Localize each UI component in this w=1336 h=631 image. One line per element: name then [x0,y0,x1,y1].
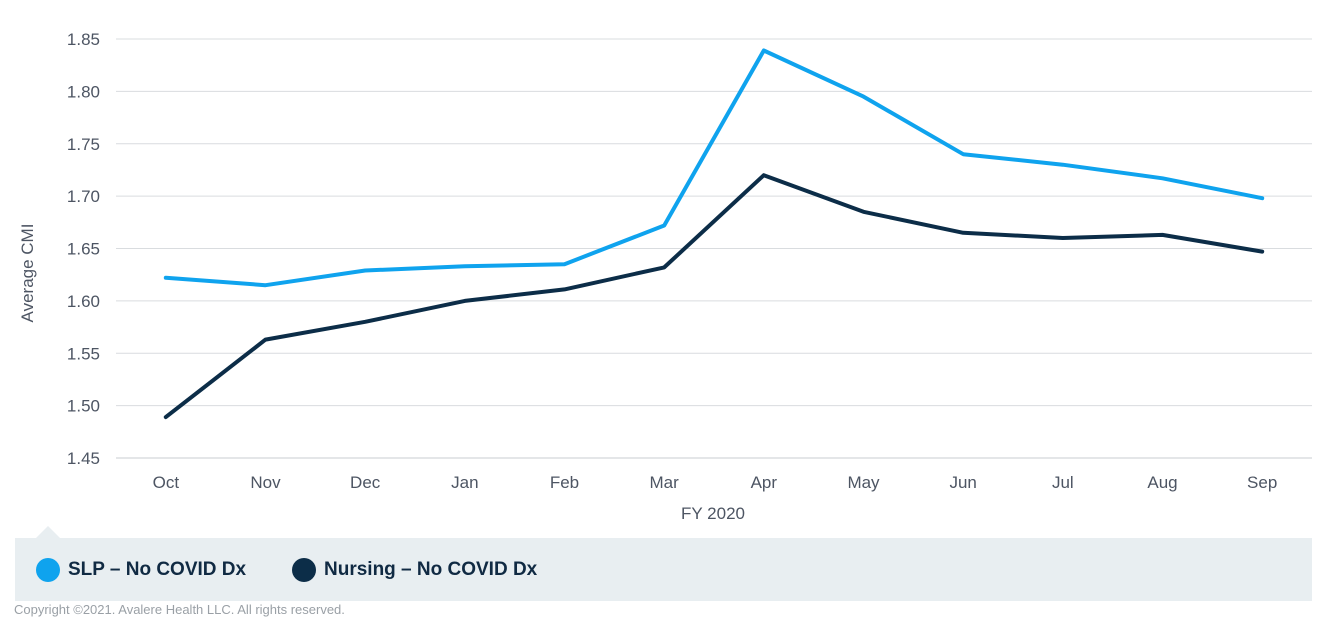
x-tick-label: Nov [250,473,281,492]
y-axis-ticks: 1.45 1.50 1.55 1.60 1.65 1.70 1.75 1.80 1.85 [67,30,100,468]
legend: SLP – No COVID Dx Nursing – No COVID Dx [15,538,1312,601]
x-tick-label: Jun [949,473,976,492]
x-tick-label: Jan [451,473,478,492]
series-line-slp [163,48,1265,288]
legend-item-slp[interactable]: SLP – No COVID Dx [36,538,246,601]
gridlines [116,38,1312,459]
y-tick-label: 1.75 [67,135,100,154]
y-tick-label: 1.80 [67,82,100,101]
legend-item-nursing[interactable]: Nursing – No COVID Dx [292,538,537,601]
legend-label-slp: SLP – No COVID Dx [68,558,247,580]
x-tick-label: May [847,473,880,492]
x-tick-label: Feb [550,473,579,492]
y-tick-label: 1.55 [67,344,100,363]
y-tick-label: 1.65 [67,240,100,259]
y-tick-label: 1.60 [67,292,100,311]
y-tick-label: 1.70 [67,187,100,206]
y-axis-title: Average CMI [18,224,37,323]
line-chart: 1.45 1.50 1.55 1.60 1.65 1.70 1.75 1.80 1.85 Oct… [18,30,1312,523]
x-axis-title: FY 2020 [681,504,745,523]
y-tick-label: 1.45 [67,449,100,468]
y-tick-label: 1.85 [67,30,100,49]
x-tick-label: Mar [650,473,680,492]
x-tick-label: Sep [1247,473,1277,492]
legend-dot-nursing [292,557,316,582]
x-tick-label: Aug [1147,473,1177,492]
legend-dot-slp [36,557,60,582]
legend-pointer [36,526,60,538]
series-lines [163,48,1265,420]
x-tick-label: Dec [350,473,381,492]
x-axis-ticks: Oct Nov Dec Jan Feb Mar Apr May Jun Jul Aug Sep [153,473,1278,492]
y-tick-label: 1.50 [67,397,100,416]
x-tick-label: Jul [1052,473,1074,492]
copyright-text: Copyright ©2021. Avalere Health LLC. All… [14,602,345,617]
x-tick-label: Apr [751,473,778,492]
x-tick-label: Oct [153,473,180,492]
series-line-nursing [163,173,1265,420]
legend-label-nursing: Nursing – No COVID Dx [324,558,538,580]
